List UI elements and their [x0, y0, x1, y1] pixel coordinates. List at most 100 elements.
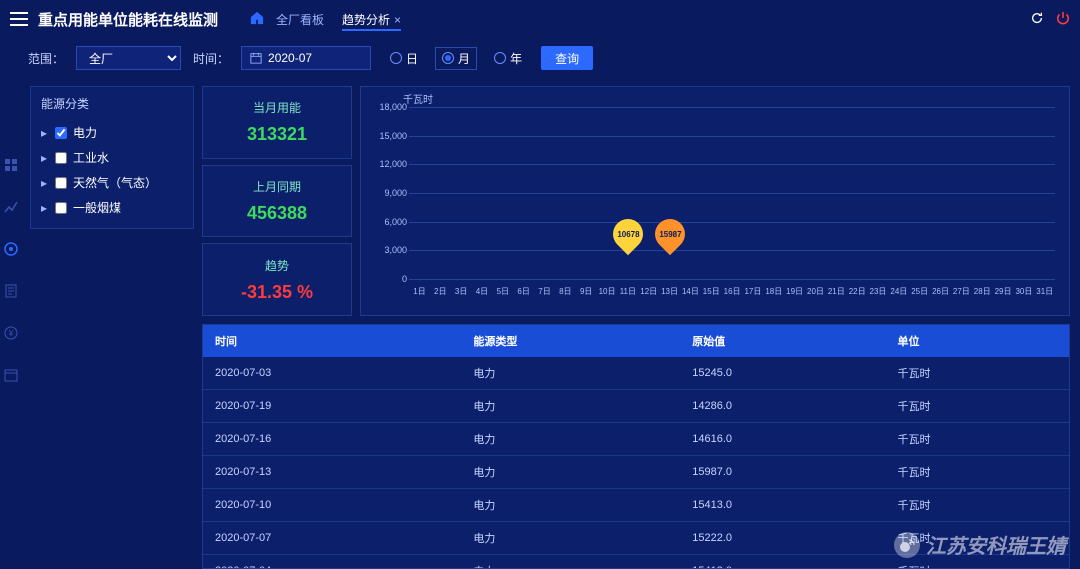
x-tick: 5日	[492, 286, 513, 297]
home-icon[interactable]	[250, 11, 264, 28]
tree-label: 电力	[73, 124, 97, 141]
x-tick: 19日	[784, 286, 805, 297]
table-cell: 电力	[461, 357, 680, 390]
x-tick: 17日	[743, 286, 764, 297]
tree-checkbox[interactable]	[55, 127, 67, 139]
x-tick: 10日	[597, 286, 618, 297]
stats-column: 当月用能 313321 上月同期 456388 趋势 -31.35 %	[202, 86, 352, 316]
stat-value: 313321	[247, 124, 307, 145]
sidebar: 能源分类 ▸电力▸工业水▸天然气（气态）▸一般烟煤	[22, 78, 202, 569]
radio-月[interactable]: 月	[435, 47, 477, 70]
tree-item[interactable]: ▸天然气（气态）	[41, 170, 183, 195]
stat-label: 上月同期	[253, 178, 301, 195]
tab-全厂看板[interactable]: 全厂看板	[276, 13, 324, 27]
table-cell: 千瓦时	[886, 423, 1069, 456]
table-cell: 14286.0	[680, 390, 885, 423]
table-row[interactable]: 2020-07-13电力15987.0千瓦时	[203, 456, 1069, 489]
x-tick: 15日	[701, 286, 722, 297]
filter-bar: 范围： 全厂 时间： 2020-07 日月年 查询	[0, 38, 1080, 78]
rail-dashboard-icon[interactable]	[4, 158, 18, 172]
stat-label: 趋势	[265, 257, 289, 274]
radio-circle-icon	[390, 52, 402, 64]
table-row[interactable]: 2020-07-07电力15222.0千瓦时	[203, 522, 1069, 555]
power-icon[interactable]	[1056, 11, 1070, 28]
table-cell: 千瓦时	[886, 555, 1069, 569]
radio-年[interactable]: 年	[487, 47, 529, 70]
rail-calendar-icon[interactable]	[4, 368, 18, 382]
table-cell: 千瓦时	[886, 489, 1069, 522]
table-cell: 15413.0	[680, 489, 885, 522]
tab-趋势分析[interactable]: 趋势分析×	[342, 13, 401, 31]
y-tick: 12,000	[369, 159, 407, 169]
table-header[interactable]: 原始值	[680, 325, 885, 357]
stat-value: 456388	[247, 203, 307, 224]
table-cell: 15245.0	[680, 357, 885, 390]
tree-label: 工业水	[73, 149, 109, 166]
header: 重点用能单位能耗在线监测 全厂看板趋势分析×	[0, 0, 1080, 38]
close-icon[interactable]: ×	[394, 13, 401, 27]
x-tick: 8日	[555, 286, 576, 297]
table-cell: 15987.0	[680, 456, 885, 489]
scope-label: 范围：	[28, 50, 64, 67]
table-row[interactable]: 2020-07-04电力15413.0千瓦时	[203, 555, 1069, 569]
y-tick: 6,000	[369, 217, 407, 227]
rail-chart-icon[interactable]	[4, 200, 18, 214]
rail-target-icon[interactable]	[4, 242, 18, 256]
x-tick: 12日	[638, 286, 659, 297]
query-button[interactable]: 查询	[541, 46, 593, 70]
energy-category-panel: 能源分类 ▸电力▸工业水▸天然气（气态）▸一般烟煤	[30, 86, 194, 229]
table-cell: 2020-07-07	[203, 522, 461, 555]
scope-select[interactable]: 全厂	[76, 46, 181, 70]
x-tick: 29日	[993, 286, 1014, 297]
table-cell: 14616.0	[680, 423, 885, 456]
table-cell: 2020-07-16	[203, 423, 461, 456]
table-cell: 2020-07-13	[203, 456, 461, 489]
x-tick: 27日	[951, 286, 972, 297]
y-tick: 0	[369, 274, 407, 284]
tree-item[interactable]: ▸电力	[41, 120, 183, 145]
x-tick: 7日	[534, 286, 555, 297]
rail-doc-icon[interactable]	[4, 284, 18, 298]
table-header[interactable]: 单位	[886, 325, 1069, 357]
table-header[interactable]: 时间	[203, 325, 461, 357]
x-tick: 23日	[868, 286, 889, 297]
refresh-icon[interactable]	[1030, 11, 1044, 28]
x-tick: 21日	[826, 286, 847, 297]
data-table: 时间能源类型原始值单位 2020-07-03电力15245.0千瓦时2020-0…	[203, 325, 1069, 569]
tree-checkbox[interactable]	[55, 152, 67, 164]
tree-item[interactable]: ▸一般烟煤	[41, 195, 183, 220]
stat-last: 上月同期 456388	[202, 165, 352, 238]
x-tick: 14日	[680, 286, 701, 297]
date-value: 2020-07	[268, 51, 312, 65]
x-tick: 25日	[909, 286, 930, 297]
table-cell: 电力	[461, 390, 680, 423]
stat-value: -31.35 %	[241, 282, 313, 303]
rail-money-icon[interactable]: ¥	[4, 326, 18, 340]
table-cell: 电力	[461, 456, 680, 489]
x-tick: 16日	[722, 286, 743, 297]
y-tick: 3,000	[369, 245, 407, 255]
table-header[interactable]: 能源类型	[461, 325, 680, 357]
table-cell: 2020-07-04	[203, 555, 461, 569]
table-cell: 电力	[461, 555, 680, 569]
table-row[interactable]: 2020-07-16电力14616.0千瓦时	[203, 423, 1069, 456]
tree-checkbox[interactable]	[55, 177, 67, 189]
x-tick: 31日	[1034, 286, 1055, 297]
table-row[interactable]: 2020-07-03电力15245.0千瓦时	[203, 357, 1069, 390]
y-tick: 15,000	[369, 131, 407, 141]
x-tick: 26日	[930, 286, 951, 297]
x-tick: 11日	[617, 286, 638, 297]
tree-item[interactable]: ▸工业水	[41, 145, 183, 170]
table-cell: 千瓦时	[886, 522, 1069, 555]
panel-title: 能源分类	[41, 95, 183, 112]
menu-icon[interactable]	[10, 12, 28, 26]
tree-checkbox[interactable]	[55, 202, 67, 214]
radio-日[interactable]: 日	[383, 47, 425, 70]
date-input[interactable]: 2020-07	[241, 46, 371, 70]
stat-label: 当月用能	[253, 99, 301, 116]
chart-marker-high: 15987	[648, 213, 690, 255]
table-row[interactable]: 2020-07-19电力14286.0千瓦时	[203, 390, 1069, 423]
table-row[interactable]: 2020-07-10电力15413.0千瓦时	[203, 489, 1069, 522]
x-tick: 28日	[972, 286, 993, 297]
left-rail: ¥	[0, 78, 22, 569]
